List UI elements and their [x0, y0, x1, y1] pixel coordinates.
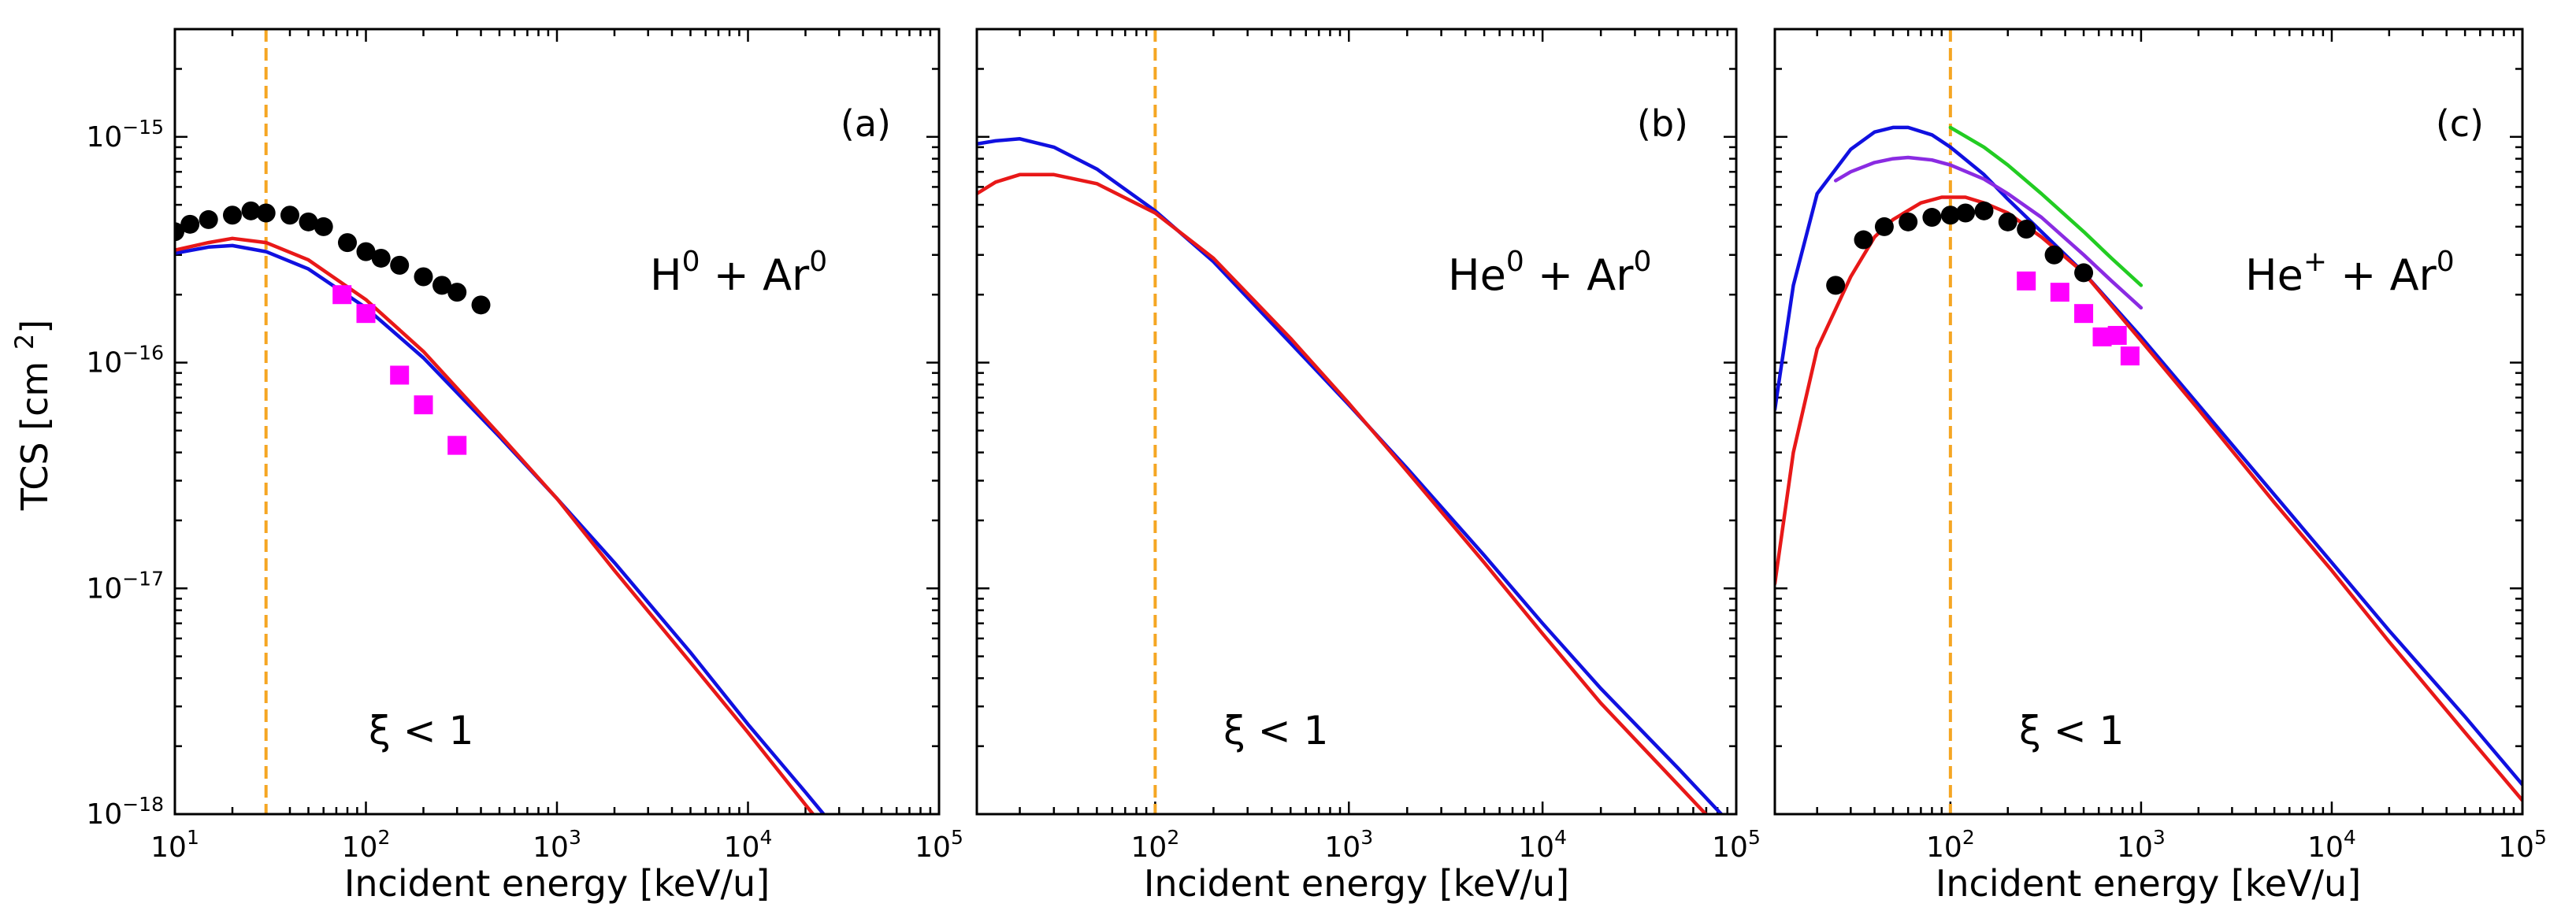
data-point-circle — [337, 233, 357, 253]
x-tick-label: 104 — [2307, 826, 2356, 864]
x-tick-label: 104 — [1518, 826, 1567, 864]
data-point-square — [2050, 283, 2069, 302]
data-point-circle — [1874, 217, 1894, 236]
panel-c-tick-labels: 102 103 104 105 — [1926, 826, 2547, 864]
data-point-circle — [1899, 212, 1918, 231]
data-point-circle — [299, 212, 318, 231]
series-purple-curve — [1833, 155, 2144, 310]
series-green-curve — [1948, 125, 2144, 287]
data-point-square — [390, 365, 410, 385]
data-point-circle — [1998, 212, 2017, 231]
series-blue-curve — [977, 137, 1724, 814]
data-point-square — [2120, 346, 2140, 366]
panel-b-system-label: He0 + Ar0 — [1448, 246, 1651, 300]
panel-a-frame — [173, 28, 941, 816]
data-point-circle — [280, 206, 299, 225]
data-point-circle — [2074, 263, 2094, 283]
data-point-circle — [390, 255, 410, 275]
data-point-circle — [180, 214, 200, 234]
data-point-square — [2017, 271, 2036, 291]
x-tick-label: 105 — [2498, 826, 2547, 864]
data-point-circle — [2044, 245, 2064, 265]
series-red-curve — [1775, 195, 2522, 802]
y-tick-label: 10−15 — [86, 116, 164, 154]
panel-a-tag: (a) — [841, 102, 891, 145]
panel-c-tag: (c) — [2436, 102, 2484, 145]
panel-a-data — [175, 29, 826, 814]
data-point-circle — [1854, 230, 1873, 250]
data-point-circle — [1974, 201, 1994, 220]
data-point-square — [356, 304, 376, 324]
data-point-circle — [432, 276, 452, 295]
data-point-circle — [1826, 276, 1846, 295]
data-point-square — [2107, 325, 2127, 345]
x-tick-label: 103 — [533, 826, 581, 864]
panel-c: 102 103 104 105 (c) He+ + Ar0 ξ < 1 Inciden… — [1773, 28, 2547, 905]
series-blue-curve — [175, 243, 826, 814]
x-tick-label: 102 — [342, 826, 391, 864]
series-red-curve — [977, 172, 1709, 814]
panel-b-x-axis-label: Incident energy [keV/u] — [1144, 862, 1569, 905]
y-tick-label: 10−16 — [86, 342, 164, 380]
data-point-circle — [1940, 206, 1960, 225]
data-point-circle — [1922, 208, 1942, 228]
panel-a-xi-annotation: ξ < 1 — [369, 708, 473, 754]
data-point-circle — [222, 206, 242, 225]
data-point-square — [414, 395, 433, 415]
panel-c-data — [1775, 29, 2522, 814]
y-tick-label: 10−18 — [86, 793, 164, 831]
panel-b: 102 103 104 105 (b) He0 + Ar0 ξ < 1 Inciden… — [975, 28, 1761, 905]
series-red-curve — [175, 236, 815, 814]
panel-a-x-axis-label: Incident energy [keV/u] — [344, 862, 770, 905]
data-point-circle — [371, 248, 391, 268]
data-point-circle — [199, 209, 218, 229]
panel-c-system-label: He+ + Ar0 — [2245, 246, 2455, 300]
data-point-circle — [414, 267, 433, 287]
y-tick-label: 10−17 — [86, 567, 164, 605]
data-point-circle — [256, 203, 276, 223]
data-point-circle — [314, 217, 333, 236]
panel-a-tick-labels: 101 102 103 104 105 10−18 10−17 10−16 10−15 — [86, 116, 963, 864]
x-tick-label: 101 — [150, 826, 199, 864]
data-point-circle — [1956, 203, 1976, 223]
x-tick-label: 103 — [2117, 826, 2166, 864]
data-point-square — [447, 435, 467, 455]
panel-b-frame — [975, 28, 1738, 816]
x-tick-label: 103 — [1324, 826, 1373, 864]
data-point-square — [332, 285, 352, 305]
panel-b-data — [977, 29, 1724, 814]
panel-c-xi-annotation: ξ < 1 — [2019, 708, 2124, 754]
data-point-circle — [356, 242, 376, 261]
panel-c-frame — [1773, 28, 2524, 816]
x-tick-label: 104 — [724, 826, 773, 864]
data-point-circle — [471, 295, 491, 315]
data-point-circle — [2017, 220, 2036, 239]
panel-c-x-axis-label: Incident energy [keV/u] — [1936, 862, 2361, 905]
data-point-circle — [447, 283, 467, 302]
x-tick-label: 102 — [1131, 826, 1180, 864]
y-axis-label: TCS [cm 2] — [9, 320, 56, 511]
panel-b-tag: (b) — [1637, 102, 1688, 145]
x-tick-label: 105 — [1712, 826, 1761, 864]
data-point-square — [2074, 304, 2094, 324]
panel-a-system-label: H0 + Ar0 — [650, 246, 827, 300]
panel-b-xi-annotation: ξ < 1 — [1223, 708, 1328, 754]
x-tick-label: 102 — [1926, 826, 1975, 864]
data-point-circle — [241, 201, 261, 220]
x-tick-label: 105 — [915, 826, 963, 864]
panel-b-tick-labels: 102 103 104 105 — [1131, 826, 1761, 864]
